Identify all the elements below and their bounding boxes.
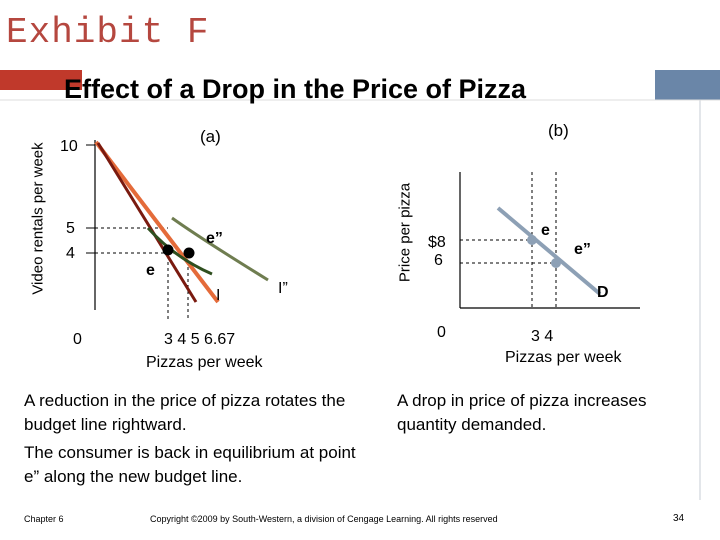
panel-b-point-e <box>527 235 537 245</box>
curve-I-label: I <box>216 287 221 304</box>
left-caption-p2: The consumer is back in equilibrium at p… <box>24 443 356 486</box>
footer-page-number: 34 <box>673 513 685 524</box>
exhibit-title: Exhibit F <box>6 12 210 53</box>
panel-b-y-tick-8: $8 <box>428 234 446 251</box>
panel-a-point-e-label: e <box>146 262 155 279</box>
panel-b-point-e-label: e <box>541 222 550 239</box>
header-band-gap <box>0 90 82 100</box>
point-e <box>162 244 174 256</box>
panel-b-y-tick-6: 6 <box>434 252 443 269</box>
left-caption: A reduction in the price of pizza rotate… <box>24 389 364 489</box>
demand-curve-label: D <box>597 284 609 301</box>
budget-line-old <box>96 142 198 303</box>
panel-b-y-label: Price per pizza <box>396 182 414 283</box>
panel-a-label: (a) <box>200 127 221 146</box>
panel-b-point-e2 <box>551 258 561 268</box>
indifference-curve-I2 <box>171 216 269 282</box>
panel-b-label: (b) <box>548 121 569 140</box>
page-title: Effect of a Drop in the Price of Pizza <box>64 74 527 104</box>
right-caption: A drop in price of pizza increases quant… <box>397 391 647 434</box>
panel-a-y-tick-10: 10 <box>60 138 78 155</box>
panel-a-x-ticks: 3 4 5 6.67 <box>164 331 236 348</box>
panel-b-point-e2-label: e” <box>574 241 591 258</box>
indifference-curve-I <box>146 226 213 276</box>
panel-a-y-tick-5: 5 <box>66 220 75 237</box>
panel-a-point-e2-label: e” <box>206 230 223 247</box>
point-e2 <box>183 247 195 259</box>
budget-line-new <box>94 140 220 304</box>
panel-a-origin: 0 <box>73 331 82 348</box>
header-band-red <box>0 70 82 90</box>
panel-b-origin: 0 <box>437 324 446 341</box>
panel-a-x-label: Pizzas per week <box>146 354 263 371</box>
left-caption-p1: A reduction in the price of pizza rotate… <box>24 391 346 434</box>
footer-copyright: Copyright ©2009 by South-Western, a divi… <box>150 514 498 524</box>
footer-chapter: Chapter 6 <box>24 514 64 524</box>
curve-I2-label: I” <box>278 280 288 297</box>
demand-curve <box>496 206 602 296</box>
panel-a-y-tick-4: 4 <box>66 245 75 262</box>
panel-b-x-ticks: 3 4 <box>531 328 554 345</box>
panel-b-x-label: Pizzas per week <box>505 349 622 366</box>
header-band-blue <box>655 70 720 100</box>
